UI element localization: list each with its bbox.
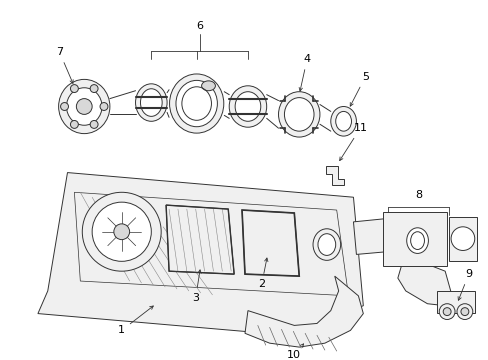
Text: 11: 11 <box>339 123 366 161</box>
Text: 9: 9 <box>457 269 471 300</box>
Text: 4: 4 <box>299 54 310 91</box>
Circle shape <box>92 202 151 261</box>
Ellipse shape <box>235 92 260 121</box>
Ellipse shape <box>140 89 162 116</box>
Circle shape <box>70 121 78 129</box>
Polygon shape <box>166 205 234 274</box>
Polygon shape <box>242 210 299 276</box>
Polygon shape <box>325 166 343 185</box>
Circle shape <box>100 103 108 111</box>
Text: 3: 3 <box>192 270 201 303</box>
Text: 10: 10 <box>287 344 303 360</box>
Ellipse shape <box>406 228 427 253</box>
Bar <box>448 217 476 261</box>
Polygon shape <box>38 172 363 335</box>
Circle shape <box>456 304 472 320</box>
Circle shape <box>442 308 450 316</box>
Circle shape <box>90 85 98 93</box>
Ellipse shape <box>59 80 110 134</box>
Text: 8: 8 <box>414 190 421 200</box>
Polygon shape <box>244 276 363 347</box>
Ellipse shape <box>135 84 167 121</box>
Ellipse shape <box>229 86 266 127</box>
Ellipse shape <box>284 98 313 131</box>
Ellipse shape <box>201 81 215 91</box>
Circle shape <box>61 103 68 111</box>
Ellipse shape <box>312 229 340 260</box>
Text: 2: 2 <box>258 258 267 289</box>
Bar <box>436 291 474 312</box>
Bar <box>382 212 446 266</box>
Ellipse shape <box>330 107 356 136</box>
Ellipse shape <box>317 234 335 255</box>
Circle shape <box>70 85 78 93</box>
Circle shape <box>460 308 468 316</box>
Circle shape <box>76 99 92 114</box>
Text: 6: 6 <box>196 21 203 31</box>
Polygon shape <box>397 261 451 306</box>
Ellipse shape <box>278 92 319 137</box>
Circle shape <box>438 304 454 320</box>
Ellipse shape <box>335 112 351 131</box>
Circle shape <box>114 224 129 240</box>
Circle shape <box>82 192 161 271</box>
Text: 7: 7 <box>56 47 73 84</box>
Ellipse shape <box>176 80 217 127</box>
Text: 5: 5 <box>349 72 368 106</box>
Circle shape <box>90 121 98 129</box>
Polygon shape <box>353 215 402 255</box>
Ellipse shape <box>66 88 102 125</box>
Text: 1: 1 <box>118 306 153 336</box>
Ellipse shape <box>169 74 224 133</box>
Circle shape <box>450 227 474 251</box>
